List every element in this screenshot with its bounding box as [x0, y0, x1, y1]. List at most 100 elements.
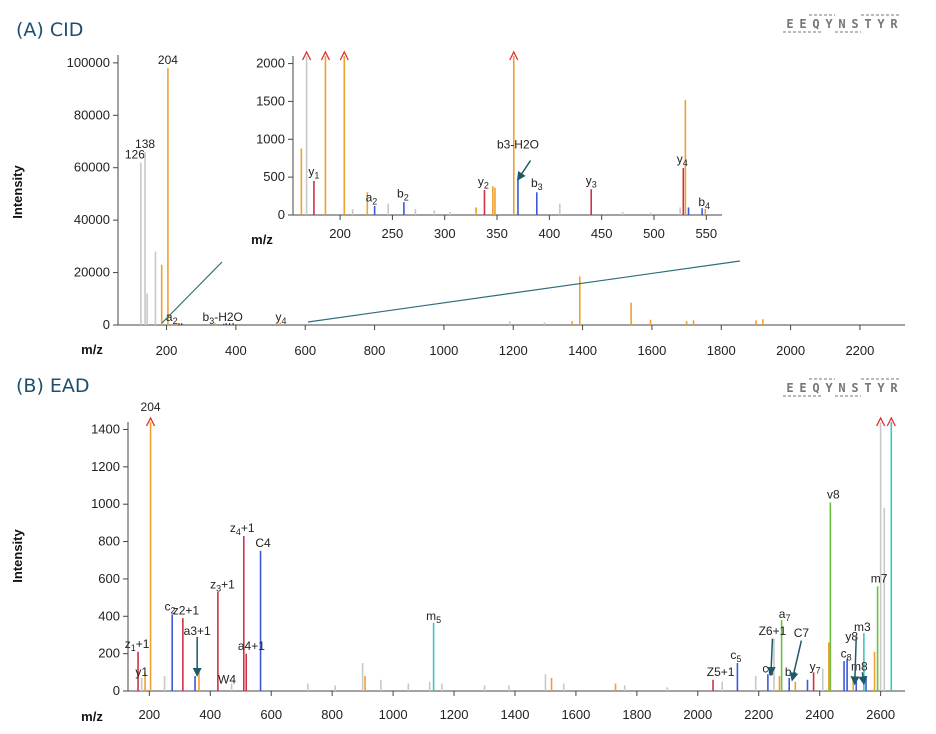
cid-inset-fragment-ion: b3-H2O	[497, 137, 539, 151]
ead-fragment-ion: m7	[871, 572, 888, 586]
ead-fragment-label: m8	[851, 659, 868, 673]
cid-inset-fragment-label: a2	[366, 190, 378, 206]
cid-fragment-ion: a	[166, 310, 173, 324]
sequence-residue: Q	[812, 381, 819, 395]
cid-inset-fragment-ion: y	[308, 165, 314, 179]
cid-y-tick-label: 20000	[74, 265, 110, 280]
ead-pointer	[858, 672, 868, 686]
ead-fragment-label: a7	[779, 607, 791, 623]
sequence-residue: S	[851, 17, 858, 31]
sequence-residue: E	[799, 17, 806, 31]
ead-x-tick-label: 1000	[379, 707, 408, 722]
cid-x-tick-label: 600	[294, 343, 316, 358]
ead-x-tick-label: 2600	[866, 707, 895, 722]
ead-x-axis-title: m/z	[81, 709, 103, 724]
ead-fragment-label: y8	[845, 630, 858, 644]
ead-fragment-label: m5	[426, 609, 441, 625]
cid-y-tick-label: 40000	[74, 212, 110, 227]
cid-inset-fragment-index: 3	[592, 180, 597, 190]
cid-inset-fragment-label: b2	[397, 187, 409, 203]
sequence-residue: Q	[812, 17, 819, 31]
panel-cid-title: (A) CID	[16, 19, 83, 41]
cid-inset-fragment-index: 1	[314, 171, 319, 181]
ead-fragment-ion: c	[730, 648, 736, 662]
cid-inset-x-tick-label: 400	[539, 226, 561, 241]
ead-fragment-index: 3	[216, 583, 221, 593]
cid-inset-fragment-ion: y	[677, 152, 683, 166]
ead-fragment-label: m7	[871, 572, 888, 586]
cid-inset-x-tick-label: 350	[486, 226, 508, 241]
sequence-residue: N	[838, 381, 845, 395]
ead-x-tick-label: 1600	[561, 707, 590, 722]
cid-inset-x-tick-label: 250	[382, 226, 404, 241]
ead-fragment-suffix: +1	[136, 637, 150, 651]
cid-fragment-index: 3	[209, 316, 214, 326]
cid-y-tick-label: 100000	[67, 55, 110, 70]
cid-inset-fragment-index: 2	[372, 196, 377, 206]
ead-fragment-ion: m3	[854, 620, 871, 634]
cid-inset-fragment-label: b4	[698, 195, 710, 211]
ead-fragment-label: y7	[810, 659, 821, 675]
ead-fragment-ion: z2+1	[173, 603, 200, 617]
cid-inset-fragment-index: 3	[538, 182, 543, 192]
cid-x-tick-label: 400	[225, 343, 247, 358]
cid-inset-background	[244, 45, 736, 253]
cid-inset-fragment-ion: y	[586, 174, 592, 188]
ead-fragment-index: 1	[131, 643, 136, 653]
ead-fragment-ion: Z6+1	[759, 624, 787, 638]
ead-fragment-ion: W4	[218, 673, 236, 687]
ead-fragment-label: W4	[218, 673, 236, 687]
ead-y-tick-label: 1200	[91, 459, 120, 474]
cid-fragment-label: a2	[166, 310, 178, 326]
ead-fragment-ion: a3+1	[184, 624, 211, 638]
ead-fragment-ion: z	[230, 521, 236, 535]
ead-fragment-ion: c	[165, 600, 171, 614]
cid-inset: 200 250 300 350 400 450 500 550 0 500 1000 1500 2000…	[244, 45, 736, 253]
ead-y-tick-label: 400	[98, 608, 120, 623]
ead-fragment-index: 5	[736, 654, 741, 664]
sequence-residue: Y	[877, 381, 885, 395]
ead-fragment-ion: z	[125, 637, 131, 651]
ead-fragment-label: m3	[854, 620, 871, 634]
ead-fragment-ion: y8	[845, 630, 858, 644]
cid-x-tick-label: 2200	[845, 343, 874, 358]
cid-inset-x-tick-label: 550	[695, 226, 717, 241]
ead-fragment-label: z3+1	[210, 577, 235, 593]
cid-inset-fragment-ion: y	[478, 174, 484, 188]
cid-inset-y-tick-label: 0	[278, 207, 285, 222]
cid-inset-fragment-label: y2	[478, 174, 489, 190]
cid-inset-fragment-label: y3	[586, 174, 597, 190]
ead-offscale-arrow	[876, 416, 886, 427]
ead-fragment-ion: c	[841, 646, 847, 660]
ead-fragment-ion: m8	[851, 659, 868, 673]
cid-y-tick-label: 0	[103, 317, 110, 332]
ead-fragment-index: 8	[847, 652, 852, 662]
cid-x-tick-label: 1000	[429, 343, 458, 358]
cid-inset-fragment-index: 2	[484, 180, 489, 190]
ead-fragment-label: v8	[827, 488, 840, 502]
ead-fragment-ion: c	[762, 661, 768, 675]
ead-y-tick-label: 800	[98, 534, 120, 549]
cid-y-tick-label: 60000	[74, 160, 110, 175]
ead-fragment-ion: y	[810, 659, 816, 673]
ead-fragment-index: 7	[816, 665, 821, 675]
ead-fragment-index: 2	[171, 606, 176, 616]
cid-inset-x-tick-label: 500	[643, 226, 665, 241]
sequence-residue: T	[864, 381, 871, 395]
ead-fragment-ion: v8	[827, 488, 840, 502]
ead-fragment-label: c8	[841, 646, 852, 662]
cid-y-tick-label: 80000	[74, 107, 110, 122]
ead-fragment-index: 5	[436, 615, 441, 625]
ead-fragment-ion: m	[426, 609, 436, 623]
ead-y-axis-title: Intensity	[10, 529, 25, 583]
ead-fragment-ion: 204	[141, 400, 161, 414]
cid-x-axis-title: m/z	[81, 342, 103, 357]
cid-fragment-suffix: -H2O	[214, 310, 243, 324]
cid-fragment-label: y4	[275, 310, 286, 326]
cid-peak-label: 138	[135, 137, 155, 151]
cid-fragment-label: b3-H2O	[203, 310, 243, 326]
ead-y-tick-label: 1000	[91, 496, 120, 511]
ead-fragment-label: 204	[141, 400, 161, 414]
sequence-residue: E	[799, 381, 806, 395]
